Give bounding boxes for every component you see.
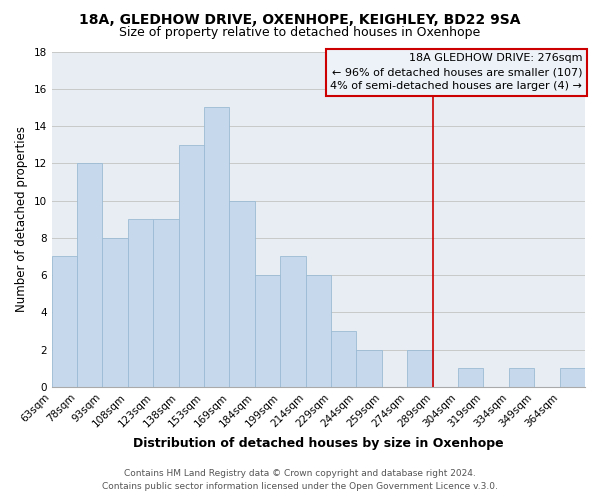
Bar: [356, 350, 382, 387]
Bar: [280, 256, 305, 387]
Bar: [560, 368, 585, 387]
Bar: [52, 256, 77, 387]
Y-axis label: Number of detached properties: Number of detached properties: [15, 126, 28, 312]
Bar: [103, 238, 128, 387]
Bar: [331, 331, 356, 387]
Bar: [407, 350, 433, 387]
Text: Contains HM Land Registry data © Crown copyright and database right 2024.
Contai: Contains HM Land Registry data © Crown c…: [102, 470, 498, 491]
Text: 18A GLEDHOW DRIVE: 276sqm
← 96% of detached houses are smaller (107)
4% of semi-: 18A GLEDHOW DRIVE: 276sqm ← 96% of detac…: [331, 53, 583, 91]
Bar: [305, 275, 331, 387]
Text: 18A, GLEDHOW DRIVE, OXENHOPE, KEIGHLEY, BD22 9SA: 18A, GLEDHOW DRIVE, OXENHOPE, KEIGHLEY, …: [79, 12, 521, 26]
Bar: [509, 368, 534, 387]
Bar: [128, 219, 153, 387]
Bar: [153, 219, 179, 387]
Bar: [458, 368, 484, 387]
Text: Size of property relative to detached houses in Oxenhope: Size of property relative to detached ho…: [119, 26, 481, 39]
Bar: [229, 200, 255, 387]
X-axis label: Distribution of detached houses by size in Oxenhope: Distribution of detached houses by size …: [133, 437, 503, 450]
Bar: [255, 275, 280, 387]
Bar: [179, 144, 204, 387]
Bar: [77, 164, 103, 387]
Bar: [204, 108, 229, 387]
